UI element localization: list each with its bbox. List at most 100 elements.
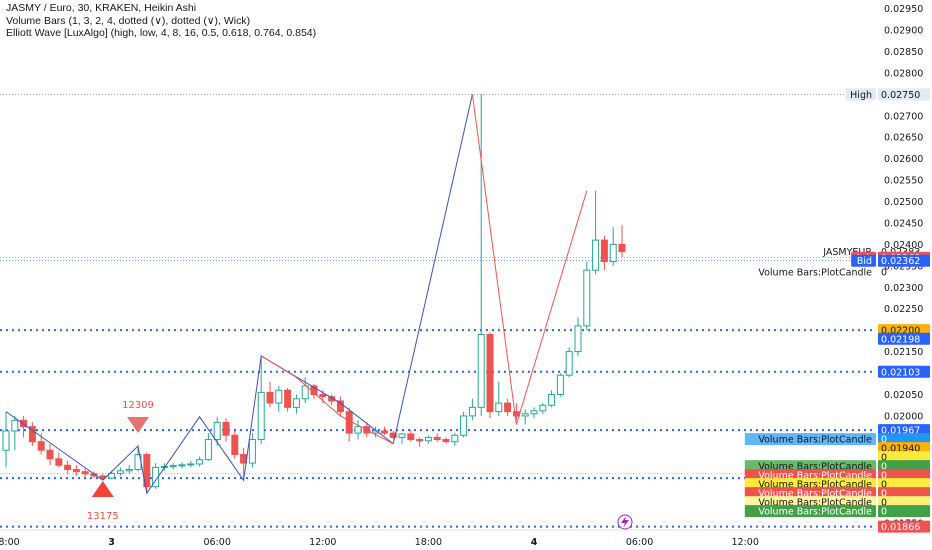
price-tag-label-17: Volume Bars:PlotCandle: [758, 507, 872, 518]
price-tag-bg-14: [878, 478, 930, 491]
price-tag-text-10: 0.01940: [881, 444, 920, 455]
candle-body-40: [354, 426, 362, 434]
price-tag-bg-6: [878, 332, 930, 345]
price-tag-bg-8: [878, 424, 930, 437]
price-tick-12: 0.02350: [884, 261, 923, 272]
candle-body-2: [20, 419, 28, 428]
candle-body-55: [486, 333, 494, 413]
price-tag-text-17: 0: [881, 507, 887, 518]
price-tag-text-0: 0.02750: [881, 90, 920, 101]
time-tick-2: 06:00: [204, 537, 231, 548]
candle-body-7: [64, 464, 72, 471]
candle-body-69: [609, 243, 617, 263]
price-tag-text-11: 0: [881, 453, 887, 464]
price-tag-label-bg-4: [851, 254, 876, 267]
price-tag-label-13: Volume Bars:PlotCandle: [758, 471, 872, 482]
price-tag-bg-16: [878, 496, 930, 509]
price-tick-18: 0.02050: [884, 390, 923, 401]
candle-body-63: [556, 374, 564, 395]
candle-body-70: [618, 243, 626, 253]
price-tag-bg-13: [878, 469, 930, 482]
price-tag-bg-10: [878, 442, 930, 455]
price-tag-label-bg-14: [744, 478, 876, 491]
candle-body-24: [213, 421, 221, 441]
elliott-wave-line-5: [515, 190, 588, 425]
price-tick-16: 0.02150: [884, 347, 923, 358]
elliott-wave-line-3: [392, 94, 473, 444]
price-tick-6: 0.02650: [884, 133, 923, 144]
time-tick-5: 4: [531, 537, 538, 548]
legend-symbol-line[interactable]: JASMY / Euro, 30, KRAKEN, Heikin Ashi: [6, 2, 197, 14]
price-tick-9: 0.02500: [884, 197, 923, 208]
candle-body-64: [565, 351, 573, 376]
candle-body-27: [240, 454, 248, 464]
price-tick-14: 0.02250: [884, 304, 923, 315]
wave-marker-up-1: [91, 481, 114, 497]
candle-body-6: [55, 458, 63, 466]
price-tag-label-14: Volume Bars:PlotCandle: [758, 480, 872, 491]
candle-body-3: [28, 426, 36, 443]
candle-body-12: [108, 472, 116, 479]
candle-body-54: [477, 333, 485, 408]
time-tick-1: 3: [108, 537, 115, 548]
price-tick-10: 0.02450: [884, 218, 923, 229]
price-tag-label-bg-9: [744, 433, 876, 446]
price-tag-bg-15: [878, 487, 930, 500]
price-tag-label-bg-16: [744, 496, 876, 509]
price-tag-bg-12: [878, 460, 930, 473]
candle-body-8: [72, 469, 80, 473]
price-tag-label-bg-13: [744, 469, 876, 482]
price-tag-text-14: 0: [881, 480, 887, 491]
candle-body-31: [275, 389, 283, 404]
candle-body-20: [178, 464, 186, 467]
candle-body-51: [451, 434, 459, 443]
time-tick-6: 06:00: [626, 537, 653, 548]
price-tag-text-18: 0.01866: [881, 522, 920, 533]
time-tick-4: 18:00: [415, 537, 442, 548]
price-tag-text-7: 0.02103: [881, 367, 920, 378]
candle-body-44: [389, 432, 397, 438]
candle-body-60: [530, 410, 538, 415]
candle-body-1: [11, 419, 19, 432]
price-tag-bg-9: [878, 433, 930, 446]
price-tag-bg-11: [878, 451, 930, 464]
candle-body-14: [125, 469, 133, 472]
price-tick-13: 0.02300: [884, 283, 923, 294]
price-tick-7: 0.02600: [884, 154, 923, 165]
candle-body-21: [187, 463, 195, 466]
candle-body-19: [169, 465, 177, 468]
price-tag-text-8: 0.01967: [881, 426, 920, 437]
candle-body-32: [284, 389, 292, 408]
price-tag-text-16: 0: [881, 498, 887, 509]
candle-body-23: [204, 439, 212, 461]
price-tag-label-bg-0: [845, 88, 876, 101]
price-tick-11: 0.02400: [884, 240, 923, 251]
candle-body-36: [319, 393, 327, 398]
price-tag-label-1: JASMYEUR: [822, 247, 872, 258]
candle-body-49: [433, 436, 441, 441]
elliott-wave-line-1: [102, 355, 394, 495]
candle-body-56: [495, 402, 503, 413]
price-tag-text-13: 0: [881, 471, 887, 482]
price-tick-5: 0.02700: [884, 111, 923, 122]
candle-body-61: [539, 404, 547, 412]
price-tag-text-15: 0: [881, 489, 887, 500]
legend-volume-bars-line[interactable]: Volume Bars (1, 3, 2, 4, dotted (∨), dot…: [6, 14, 251, 27]
price-tag-text-9: 0: [881, 435, 887, 446]
candle-body-13: [116, 470, 124, 474]
candle-body-66: [583, 269, 591, 327]
price-tick-2: 0.02850: [884, 47, 923, 58]
candle-body-45: [398, 433, 406, 438]
candle-body-52: [460, 415, 468, 436]
price-tag-label-12: Volume Bars:PlotCandle: [758, 462, 872, 473]
price-tick-1: 0.02900: [884, 26, 923, 37]
price-tick-3: 0.02800: [884, 68, 923, 79]
candle-body-38: [336, 400, 344, 413]
legend-elliott-wave-line[interactable]: Elliott Wave [LuxAlgo] (high, low, 4, 8,…: [6, 27, 317, 39]
candle-body-50: [442, 439, 450, 443]
price-tag-bg-18: [878, 520, 930, 533]
candle-body-16: [143, 454, 151, 488]
wave-marker-down-0: [127, 417, 149, 433]
chart-legend: JASMY / Euro, 30, KRAKEN, Heikin Ashi Vo…: [6, 2, 316, 40]
